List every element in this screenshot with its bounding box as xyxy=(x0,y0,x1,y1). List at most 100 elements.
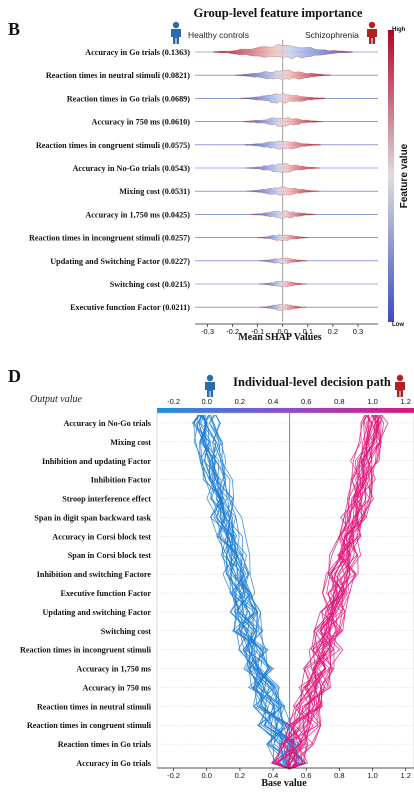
decision-path xyxy=(198,414,290,770)
output-value-color-bar xyxy=(157,408,414,413)
feature-label: Reaction times in incongruent stimuli (0… xyxy=(29,234,190,243)
panel-d-title: Individual-level decision path xyxy=(233,375,391,389)
group-left-label: Healthy controls xyxy=(188,30,249,40)
top-tick-label: 0.0 xyxy=(202,397,212,406)
healthy-person-icon-d xyxy=(205,374,215,397)
feature-violin xyxy=(212,44,353,60)
feature-violin xyxy=(239,93,326,104)
feature-label: Reaction times in neutral stimuli xyxy=(37,702,152,711)
panel-b-x-axis: -0.3 -0.2 -0.1 0.0 0.1 0.2 0.3 xyxy=(195,323,378,336)
x-tick-label: 0.2 xyxy=(235,771,245,780)
panel-d-x-axis-title: Base value xyxy=(261,778,307,789)
feature-label: Reaction times in Go trials (0.0689) xyxy=(67,94,191,103)
decision-path xyxy=(212,414,290,770)
decision-path xyxy=(213,414,301,770)
x-tick-label: 0.0 xyxy=(278,327,288,336)
feature-violin xyxy=(234,69,331,81)
colorbar-title: Feature value xyxy=(399,143,410,208)
decision-path xyxy=(200,414,303,770)
panel-d-letter: D xyxy=(8,366,21,386)
feature-label: Reaction times in Go trials xyxy=(58,740,151,749)
feature-violin xyxy=(246,186,320,196)
colorbar xyxy=(388,30,394,322)
schizophrenia-person-icon-d xyxy=(395,374,405,397)
output-value-label: Output value xyxy=(30,394,82,405)
feature-label: Mixing cost xyxy=(110,438,151,447)
feature-label: Inhibition and switching Factore xyxy=(37,570,152,579)
decision-path xyxy=(282,414,374,770)
decision-path xyxy=(272,414,375,770)
feature-violin xyxy=(245,163,320,173)
feature-label: Span in digit span backward task xyxy=(34,513,151,522)
x-tick-label: -0.2 xyxy=(226,327,239,336)
panel-d-top-axis: -0.2 0.0 0.2 0.4 0.6 0.8 1.0 1.2 xyxy=(167,397,411,406)
group-right-label: Schizophrenia xyxy=(305,30,359,40)
feature-violin xyxy=(244,140,321,150)
feature-label: Accuracy in 1,750 ms xyxy=(76,665,151,674)
x-tick-label: 0.4 xyxy=(268,771,278,780)
decision-path xyxy=(275,414,376,770)
feature-label: Inhibition Factor xyxy=(91,476,152,485)
x-tick-label: 0.6 xyxy=(301,771,311,780)
decision-path xyxy=(201,414,296,770)
feature-violin xyxy=(259,303,307,311)
panel-b-title: Group-level feature importance xyxy=(194,6,363,20)
feature-label: Updating and switching Factor xyxy=(43,608,152,617)
decision-path xyxy=(275,414,371,770)
feature-label: Accuracy in Go trials (0.1363) xyxy=(85,48,190,57)
panel-b-violin-plot xyxy=(195,40,378,322)
feature-label: Accuracy in 750 ms (0.0610) xyxy=(92,118,191,127)
schizophrenia-person-icon xyxy=(367,21,377,44)
top-tick-label: 0.8 xyxy=(334,397,344,406)
decision-path xyxy=(271,414,371,770)
panel-d-feature-labels: Accuracy in No-Go trials Mixing cost Inhib… xyxy=(20,419,152,768)
x-tick-label: 0.8 xyxy=(334,771,344,780)
x-tick-label: 1.2 xyxy=(400,771,410,780)
panel-d-decision-plot xyxy=(156,412,414,770)
decision-path xyxy=(285,414,373,770)
x-tick-label: 0.3 xyxy=(353,327,363,336)
x-tick-label: 0.1 xyxy=(303,327,313,336)
decision-path xyxy=(287,414,379,770)
x-tick-label: 0.0 xyxy=(202,771,212,780)
panel-b-letter: B xyxy=(8,19,20,39)
feature-label: Accuracy in No-Go trials xyxy=(63,419,151,428)
feature-violin xyxy=(258,280,307,288)
decision-path xyxy=(198,414,307,770)
x-tick-label: -0.3 xyxy=(201,327,214,336)
decision-path xyxy=(289,414,365,770)
feature-label: Inhibition and updating Factor xyxy=(42,457,151,466)
feature-label: Updating and Switching Factor (0.0227) xyxy=(50,257,190,266)
panel-d-x-axis: -0.2 0.0 0.2 0.4 0.6 0.8 1.0 1.2 xyxy=(157,767,414,780)
plot-frame xyxy=(156,412,414,769)
panel-b-x-axis-title: Mean SHAP Values xyxy=(238,332,321,343)
top-tick-label: 1.0 xyxy=(367,397,377,406)
feature-label: Reaction times in congruent stimuli xyxy=(27,721,152,730)
x-tick-label: 1.0 xyxy=(367,771,377,780)
decision-path xyxy=(209,414,293,770)
feature-violin xyxy=(258,257,308,265)
top-tick-label: -0.2 xyxy=(167,397,180,406)
decision-path xyxy=(210,414,299,770)
top-tick-label: 0.2 xyxy=(235,397,245,406)
feature-violin xyxy=(257,234,309,241)
feature-label: Reaction times in congruent stimuli (0.0… xyxy=(36,141,190,150)
decision-path xyxy=(289,414,382,770)
feature-label: Accuracy in 1,750 ms (0.0425) xyxy=(85,210,190,219)
colorbar-high-label: High xyxy=(392,27,406,33)
feature-label: Mixing cost (0.0531) xyxy=(119,187,190,196)
x-tick-label: -0.1 xyxy=(251,327,264,336)
x-tick-label: -0.2 xyxy=(167,771,180,780)
decision-path xyxy=(282,414,385,770)
x-tick-label: 0.2 xyxy=(328,327,338,336)
panel-b-feature-labels: Accuracy in Go trials (0.1363) Reaction t… xyxy=(29,48,190,312)
feature-label: Executive function Factor xyxy=(61,589,152,598)
feature-label: Switching cost (0.0215) xyxy=(110,280,191,289)
top-tick-label: 0.6 xyxy=(301,397,311,406)
feature-label: Span in Corsi block test xyxy=(68,551,152,560)
feature-label: Stroop interference effect xyxy=(62,495,151,504)
feature-label: Accuracy in Go trials xyxy=(76,759,151,768)
feature-label: Switching cost xyxy=(101,627,152,636)
decision-path xyxy=(199,414,290,770)
